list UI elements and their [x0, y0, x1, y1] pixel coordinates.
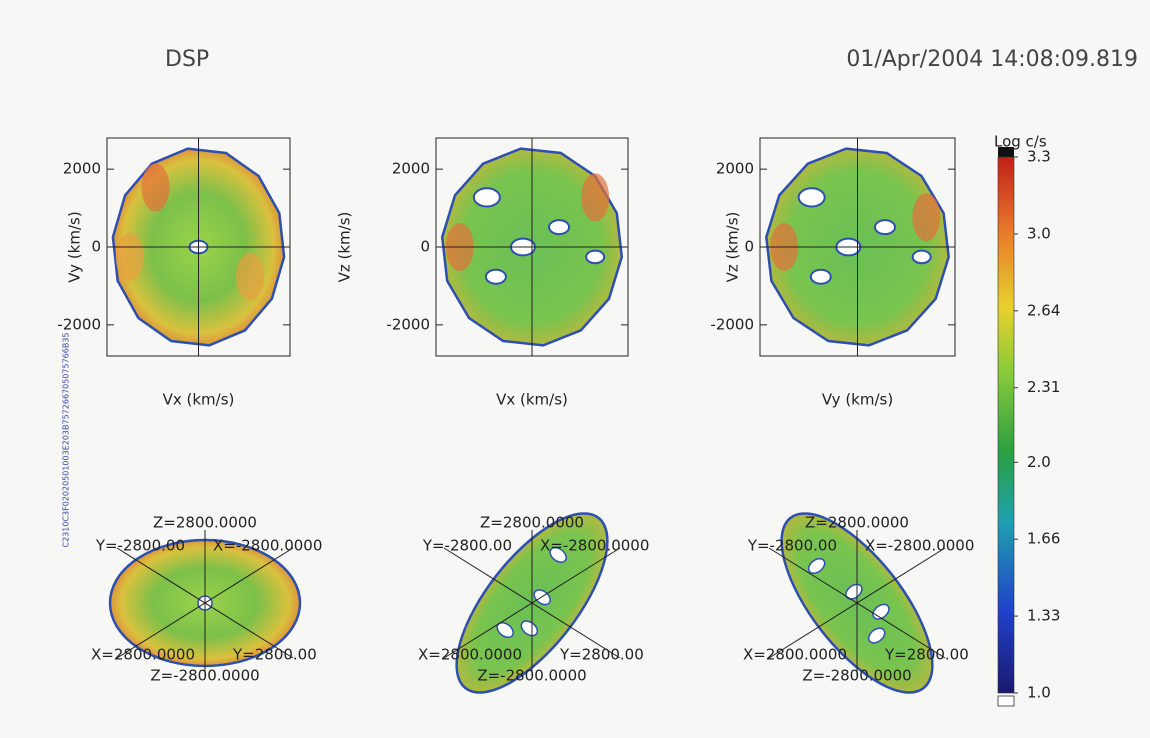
x-axis-label: Vx (km/s) [163, 391, 235, 409]
colorbar-tick-label: 2.0 [1027, 453, 1051, 471]
hot-spot [141, 163, 170, 212]
colorbar-tick-label: 1.66 [1027, 530, 1060, 548]
empty-region [585, 249, 606, 265]
y-tick-label: -2000 [386, 315, 430, 333]
y-axis-label: Vz (km/s) [336, 212, 354, 283]
empty-region [867, 627, 886, 644]
y-tick-label: 2000 [392, 160, 430, 178]
colorbar-tick-label: 2.31 [1027, 378, 1060, 396]
y-tick-label: 0 [420, 238, 430, 256]
colorbar-bottom-cell [997, 695, 1015, 707]
projection-label: X=2800.0000 [418, 646, 522, 664]
projection-label: Z=-2800.0000 [477, 667, 586, 685]
empty-region [807, 557, 826, 575]
empty-region [845, 583, 863, 600]
timestamp: 01/Apr/2004 14:08:09.819 [846, 47, 1138, 72]
empty-region [484, 268, 507, 285]
side-label: C2310C3F02020501003E203B757266705075766B… [62, 332, 71, 547]
projection-label: Y=-2800.00 [95, 537, 185, 555]
projection-axis [443, 547, 621, 659]
projection-label: X=2800.0000 [743, 646, 847, 664]
projection-label: Z=-2800.0000 [802, 667, 911, 685]
hot-spot [912, 193, 941, 242]
empty-region [797, 187, 826, 208]
empty-region [911, 249, 932, 265]
hot-spot [115, 232, 144, 281]
empty-region [809, 268, 832, 285]
x-axis-label: Vy (km/s) [822, 391, 893, 409]
projection-axis [768, 547, 946, 659]
projection-label: Z=2800.0000 [480, 514, 584, 532]
projection-label: X=-2800.0000 [213, 537, 322, 555]
projection-label: Y=2800.00 [232, 646, 317, 664]
empty-region [873, 219, 896, 236]
projection-label: Y=-2800.00 [422, 537, 512, 555]
colorbar-tick-label: 3.0 [1027, 224, 1051, 242]
projection-axis [116, 547, 294, 659]
empty-region [472, 187, 501, 208]
y-tick-label: -2000 [710, 315, 754, 333]
projection-label: X=-2800.0000 [865, 537, 974, 555]
colorbar-top-cell [998, 147, 1014, 157]
y-axis-label: Vz (km/s) [724, 212, 742, 283]
colorbar-tick-label: 3.3 [1027, 148, 1051, 166]
x-axis-label: Vx (km/s) [496, 391, 568, 409]
empty-region [520, 620, 539, 637]
projection-label: Y=2800.00 [884, 646, 969, 664]
colorbar [997, 156, 1015, 694]
projection-label: Y=-2800.00 [747, 537, 837, 555]
projection-label: Z=2800.0000 [805, 514, 909, 532]
projection-label: Z=-2800.0000 [150, 667, 259, 685]
colorbar-tick-label: 1.0 [1027, 684, 1051, 702]
y-tick-label: 2000 [63, 160, 101, 178]
colorbar-tick-label: 2.64 [1027, 301, 1060, 319]
y-tick-label: -2000 [57, 315, 101, 333]
colorbar-title: Log c/s [994, 133, 1047, 151]
hot-spot [236, 252, 265, 301]
title: DSP [165, 47, 209, 72]
empty-region [549, 546, 567, 563]
projection-label: Y=2800.00 [559, 646, 644, 664]
projection-label: X=-2800.0000 [540, 537, 649, 555]
projection-label: Z=2800.0000 [153, 514, 257, 532]
y-tick-label: 0 [91, 238, 101, 256]
projection-label: X=2800.0000 [91, 646, 195, 664]
y-tick-label: 0 [744, 238, 754, 256]
y-axis-label: Vy (km/s) [66, 211, 84, 282]
hot-spot [581, 173, 610, 222]
colorbar-tick-label: 1.33 [1027, 607, 1060, 625]
empty-region [548, 219, 571, 236]
y-tick-label: 2000 [716, 160, 754, 178]
